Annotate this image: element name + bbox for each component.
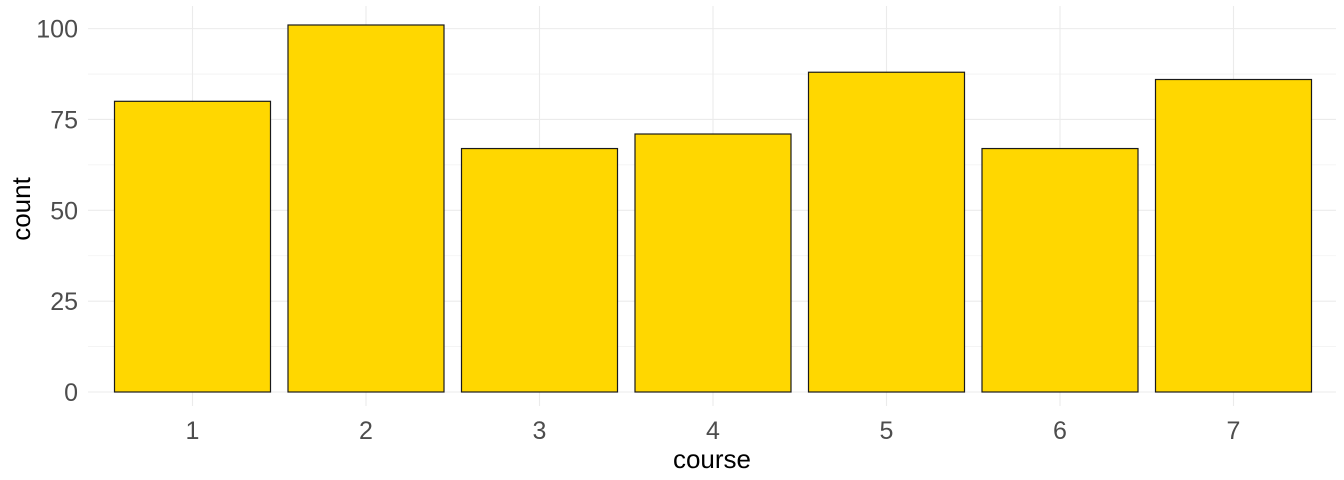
y-tick-label: 50 <box>50 197 78 225</box>
y-tick-label: 25 <box>50 288 78 316</box>
x-axis-tick-labels: 1 2 3 4 5 6 7 <box>186 417 1241 445</box>
y-tick-label: 0 <box>64 379 78 407</box>
bar-course-3 <box>460 147 619 393</box>
x-tick-label: 1 <box>186 417 200 445</box>
y-tick-label: 75 <box>50 106 78 134</box>
y-axis-title: count <box>6 176 36 240</box>
x-tick-label: 7 <box>1227 417 1241 445</box>
bar-course-1 <box>113 100 272 393</box>
bar-course-5 <box>807 71 966 393</box>
bars <box>113 24 1313 393</box>
y-tick-label: 100 <box>36 16 78 44</box>
bar-course-7 <box>1154 78 1313 393</box>
x-tick-label: 2 <box>359 417 373 445</box>
x-tick-label: 6 <box>1053 417 1067 445</box>
x-tick-label: 3 <box>533 417 547 445</box>
bar-course-2 <box>287 24 445 393</box>
x-tick-label: 4 <box>706 417 720 445</box>
bar-course-6 <box>981 147 1139 393</box>
y-axis-tick-labels: 0 25 50 75 100 <box>36 16 78 407</box>
x-tick-label: 5 <box>880 417 894 445</box>
bar-course-4 <box>634 133 792 393</box>
x-axis-title: course <box>673 444 751 474</box>
